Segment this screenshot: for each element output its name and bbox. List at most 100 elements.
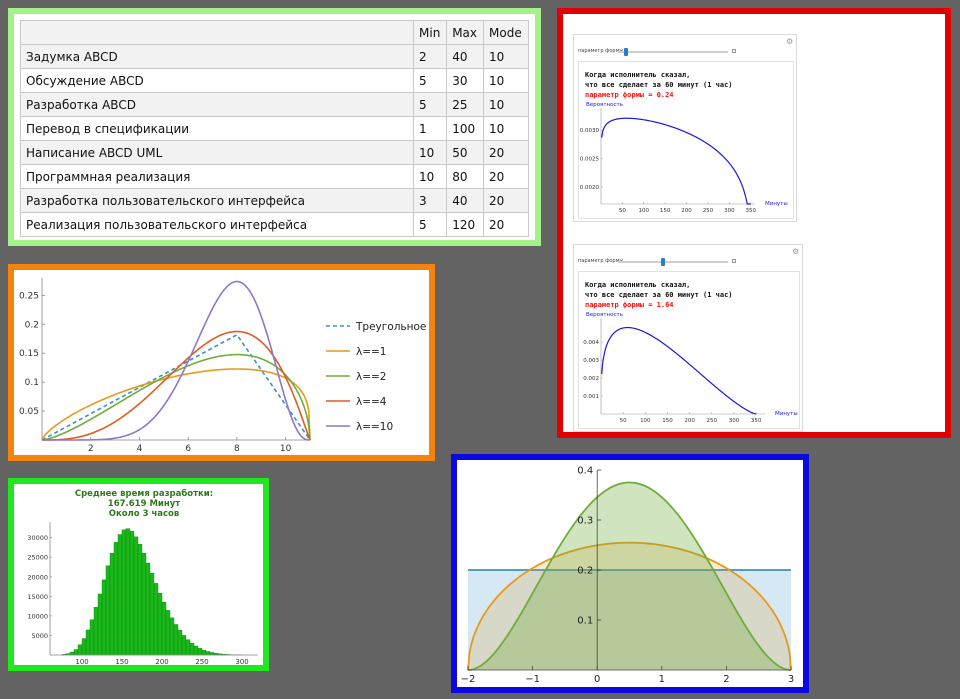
histogram-bar bbox=[133, 536, 139, 656]
shape-slider-thumb[interactable] bbox=[624, 48, 629, 56]
shape-slider-track[interactable] bbox=[618, 51, 728, 53]
slider-expand-button[interactable] bbox=[732, 259, 736, 263]
cell-mode: 20 bbox=[483, 188, 529, 213]
legend-item: λ==4 bbox=[326, 396, 387, 408]
shape-slider-thumb[interactable] bbox=[661, 258, 666, 266]
beta-distribution-panel: −2 −1 0 1 2 3 0.1 0.2 0.3 0.4 bbox=[451, 454, 809, 693]
y-tick-label: 10000 bbox=[27, 612, 48, 620]
x-tick-label: 200 bbox=[684, 418, 695, 424]
histogram-title-line: Около 3 часов bbox=[109, 509, 180, 519]
cell-min: 5 bbox=[412, 92, 448, 117]
legend-item: Треугольное bbox=[326, 321, 426, 333]
cell-task: Задумка ABCD bbox=[20, 44, 414, 69]
simulation-histogram-panel: Среднее время разработки: 167.619 Минут Ок… bbox=[8, 478, 269, 671]
y-tick-label: 0.15 bbox=[19, 349, 39, 359]
x-tick-label: 6 bbox=[185, 444, 191, 454]
histogram-bar bbox=[109, 553, 115, 656]
table-row: Задумка ABCD 2 40 10 bbox=[20, 44, 529, 69]
y-tick-label: 0.05 bbox=[19, 407, 39, 417]
table-row: Разработка пользовательского интерфейса 3… bbox=[20, 188, 529, 213]
cell-task: Перевод в спецификации bbox=[20, 116, 414, 141]
histogram-bar bbox=[81, 638, 87, 656]
histogram-bar bbox=[173, 624, 179, 656]
gear-icon[interactable]: ⚙ bbox=[786, 37, 794, 46]
gear-icon[interactable]: ⚙ bbox=[792, 247, 800, 256]
x-tick-label: 150 bbox=[662, 418, 673, 424]
table-header-row: Min Max Mode bbox=[20, 20, 529, 45]
legend-item: λ==10 bbox=[326, 421, 393, 433]
x-tick-label: 200 bbox=[155, 658, 168, 665]
cell-min: 2 bbox=[412, 44, 448, 69]
legend-label: λ==2 bbox=[356, 371, 387, 383]
y-tick-label: 0.0020 bbox=[580, 185, 600, 191]
legend-label: λ==10 bbox=[356, 421, 393, 433]
cell-task: Реализация пользовательского интерфейса bbox=[20, 212, 414, 237]
x-tick-label: 3 bbox=[788, 674, 794, 685]
y-tick-label: 0.001 bbox=[583, 394, 599, 400]
histogram-bar bbox=[117, 534, 123, 656]
cell-mode: 20 bbox=[483, 212, 529, 237]
y-tick-label: 0.2 bbox=[25, 320, 39, 330]
simulation-histogram-chart: Среднее время разработки:167.619 МинутОк… bbox=[27, 488, 258, 666]
histogram-bar bbox=[113, 542, 119, 656]
x-axis-label: Минуты bbox=[775, 411, 798, 417]
histogram-bar bbox=[197, 648, 203, 656]
x-tick-label: 100 bbox=[640, 418, 651, 424]
x-tick-label: 150 bbox=[660, 208, 671, 214]
cell-max: 120 bbox=[446, 212, 485, 237]
probability-curve bbox=[601, 326, 757, 415]
header-min: Min bbox=[412, 20, 448, 45]
histogram-bar bbox=[137, 544, 143, 656]
x-tick-label: 350 bbox=[751, 418, 762, 424]
cell-min: 5 bbox=[412, 212, 448, 237]
histogram-bar bbox=[97, 593, 103, 656]
table-row: Написание ABCD UML 10 50 20 bbox=[20, 140, 529, 165]
series-line-1 bbox=[41, 368, 311, 441]
histogram-bar bbox=[125, 528, 131, 656]
histogram-bar bbox=[69, 651, 75, 656]
output-pane: Когда исполнитель сказал, что все сделае… bbox=[578, 61, 794, 219]
cell-task: Разработка ABCD bbox=[20, 92, 414, 117]
task-estimates-panel: Min Max Mode Задумка ABCD 2 40 10 Обсуждение… bbox=[8, 8, 541, 246]
cell-mode: 10 bbox=[483, 68, 529, 93]
table-row: Разработка ABCD 5 25 10 bbox=[20, 92, 529, 117]
manipulate-box-2: параметр формы ⚙ Когда исполнитель сказа… bbox=[573, 244, 803, 432]
caption-line-1: Когда исполнитель сказал, bbox=[585, 281, 691, 289]
x-tick-label: 50 bbox=[620, 418, 627, 424]
caption-line-2: что все сделает за 60 минут (1 час) bbox=[585, 291, 733, 299]
header-mode: Mode bbox=[483, 20, 529, 45]
cell-min: 1 bbox=[412, 116, 448, 141]
histogram-bar bbox=[77, 644, 83, 656]
table-body: Задумка ABCD 2 40 10 Обсуждение ABCD 5 30 10 Раз… bbox=[20, 44, 529, 237]
cell-mode: 20 bbox=[483, 164, 529, 189]
histogram-bar bbox=[149, 573, 155, 656]
histogram-bar bbox=[141, 553, 147, 656]
table-row: Программная реализация 10 80 20 bbox=[20, 164, 529, 189]
shape-parameter-readout: параметр формы = 0.24 bbox=[585, 91, 674, 99]
shape-parameter-panel: параметр формы ⚙ Когда исполнитель сказа… bbox=[557, 8, 951, 438]
cell-min: 10 bbox=[412, 164, 448, 189]
table-row: Обсуждение ABCD 5 30 10 bbox=[20, 68, 529, 93]
histogram-bar bbox=[169, 617, 175, 656]
probability-curve bbox=[601, 117, 751, 205]
y-tick-label: 0.2 bbox=[577, 566, 593, 577]
caption-line-2: что все сделает за 60 минут (1 час) bbox=[585, 81, 733, 89]
histogram-bar bbox=[85, 629, 91, 656]
cell-max: 40 bbox=[446, 44, 485, 69]
pert-distribution-chart: 2 4 6 8 10 0.05 0.1 0.15 0.2 0.25 Треугольное λ==1 λ… bbox=[19, 278, 426, 454]
cell-max: 80 bbox=[446, 164, 485, 189]
x-tick-label: 250 bbox=[195, 658, 208, 665]
shape-slider-track[interactable] bbox=[618, 261, 728, 263]
slider-expand-button[interactable] bbox=[732, 49, 736, 53]
manipulate-box-1: параметр формы ⚙ Когда исполнитель сказа… bbox=[573, 34, 797, 222]
x-tick-label: 300 bbox=[729, 418, 740, 424]
series-line-3 bbox=[42, 330, 311, 441]
histogram-bar bbox=[177, 630, 183, 656]
histogram-bar bbox=[161, 601, 167, 656]
cell-task: Программная реализация bbox=[20, 164, 414, 189]
x-tick-label: −2 bbox=[461, 674, 476, 685]
x-tick-label: 2 bbox=[88, 444, 94, 454]
x-tick-label: 200 bbox=[681, 208, 692, 214]
cell-min: 10 bbox=[412, 140, 448, 165]
x-tick-label: 4 bbox=[137, 444, 143, 454]
